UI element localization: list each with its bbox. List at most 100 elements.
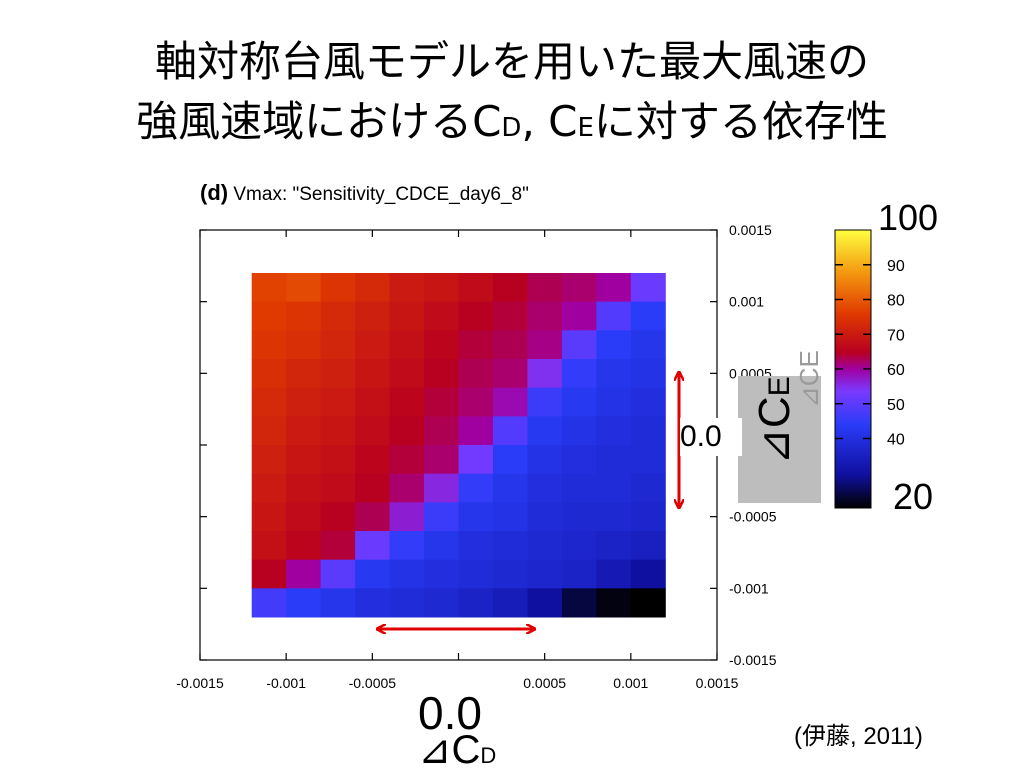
heatmap-cell <box>458 416 494 446</box>
heatmap-cell <box>355 359 391 389</box>
y-tick-label: 0.001 <box>729 294 764 310</box>
heatmap-cell <box>492 531 528 561</box>
heatmap-cell <box>355 416 391 446</box>
chart-heading: (d) Vmax: "Sensitivity_CDCE_day6_8" <box>200 180 529 206</box>
heatmap-cell <box>527 445 563 475</box>
heatmap-cell <box>389 531 425 561</box>
heatmap-cell <box>596 359 632 389</box>
heatmap-cell <box>320 301 356 331</box>
heatmap-cell <box>355 502 391 532</box>
zero-y-label: 0.0 <box>680 418 742 456</box>
heatmap-cell <box>596 559 632 589</box>
heatmap-cell <box>527 502 563 532</box>
heatmap-cell <box>561 301 597 331</box>
heatmap-cell <box>389 273 425 303</box>
heatmap-cell <box>458 588 494 618</box>
y-tick-label: -0.0005 <box>729 509 777 525</box>
heatmap-cell <box>320 559 356 589</box>
heatmap-cell <box>424 559 459 589</box>
zero-x-label: 0.0 <box>418 687 482 739</box>
x-tick-label: 0.0005 <box>523 675 566 691</box>
x-tick-label: 0.0015 <box>696 675 739 691</box>
heatmap-cell <box>596 473 632 503</box>
heatmap-cell <box>492 387 528 417</box>
heatmap-cell <box>389 330 425 360</box>
slide-title-line-1: 軸対称台風モデルを用いた最大風速の <box>154 37 869 86</box>
heatmap-cell <box>630 301 666 331</box>
heatmap-cell <box>527 416 563 446</box>
y-tick-label: -0.0015 <box>729 652 777 668</box>
heatmap-cell <box>424 473 459 503</box>
heatmap-cell <box>286 531 322 561</box>
heatmap-cell <box>561 359 597 389</box>
delta-ce-symbol: ⊿C <box>750 396 799 465</box>
colorbar-max-label: 100 <box>878 197 939 238</box>
heatmap-cell <box>286 301 322 331</box>
delta-ce-label-box <box>738 376 821 503</box>
heatmap-cell <box>389 473 425 503</box>
heatmap-cell <box>561 559 597 589</box>
heatmap-cell <box>424 445 459 475</box>
heatmap-cell <box>251 273 287 303</box>
heatmap-cell <box>251 502 287 532</box>
heatmap-cell <box>424 301 459 331</box>
heatmap-cell <box>424 588 459 618</box>
heatmap-cell <box>527 531 563 561</box>
y-tick-label: -0.001 <box>729 580 769 596</box>
heatmap-cell <box>389 559 425 589</box>
heatmap-cell <box>527 301 563 331</box>
title-cd-main: C <box>472 97 502 146</box>
heatmap-cell <box>320 502 356 532</box>
heatmap-cell <box>286 359 322 389</box>
colorbar-tick-label: 80 <box>887 293 905 310</box>
title-separator: , <box>521 97 549 146</box>
heatmap-cell <box>320 531 356 561</box>
heatmap-cell <box>596 416 632 446</box>
heatmap-cell <box>492 445 528 475</box>
heatmap-cell <box>527 473 563 503</box>
x-axis-ticks: -0.0015 -0.001 -0.0005 0.0005 0.001 0.0015 <box>176 230 739 691</box>
colorbar-tick-label: 90 <box>887 258 905 275</box>
x-tick-label: -0.0015 <box>176 675 224 691</box>
citation: (伊藤, 2011) <box>794 723 923 750</box>
heatmap-cell <box>286 330 322 360</box>
heatmap-cell <box>251 473 287 503</box>
heatmap-cell <box>320 273 356 303</box>
heatmap-cell <box>630 588 666 618</box>
heatmap-cell <box>492 301 528 331</box>
heatmap-cell <box>389 416 425 446</box>
heatmap-cell <box>286 273 322 303</box>
colorbar-tick-label: 60 <box>887 362 905 379</box>
heatmap-cell <box>251 588 287 618</box>
heatmap-cell <box>251 387 287 417</box>
title-suffix: に対する依存性 <box>593 97 888 146</box>
heatmap-cell <box>527 273 563 303</box>
title-cd-sub: D <box>501 113 522 143</box>
heatmap-cell <box>492 416 528 446</box>
heatmap-cell <box>492 559 528 589</box>
heatmap-cell <box>251 531 287 561</box>
heatmap-cell <box>424 387 459 417</box>
heatmap-cell <box>561 531 597 561</box>
heatmap-cell <box>320 387 356 417</box>
heatmap-cell <box>389 359 425 389</box>
heatmap-cell <box>561 387 597 417</box>
heatmap-cell <box>251 359 287 389</box>
heatmap-cell <box>286 502 322 532</box>
heatmap-cell <box>458 273 494 303</box>
colorbar-min-label: 20 <box>893 476 934 517</box>
heatmap-cell <box>286 387 322 417</box>
heatmap-cell <box>630 330 666 360</box>
title-ce-main: C <box>548 97 578 146</box>
heatmap-cell <box>527 359 563 389</box>
title-ce-sub: E <box>577 113 594 143</box>
heatmap-cell <box>492 330 528 360</box>
heatmap-cell <box>355 531 391 561</box>
heatmap-cell <box>458 330 494 360</box>
heatmap-cell <box>561 588 597 618</box>
heatmap-cell <box>355 473 391 503</box>
slide-title-line-2: 強風速域におけるCD, CEに対する依存性 <box>0 94 1024 156</box>
heatmap-cell <box>458 359 494 389</box>
heatmap-cell <box>596 273 632 303</box>
